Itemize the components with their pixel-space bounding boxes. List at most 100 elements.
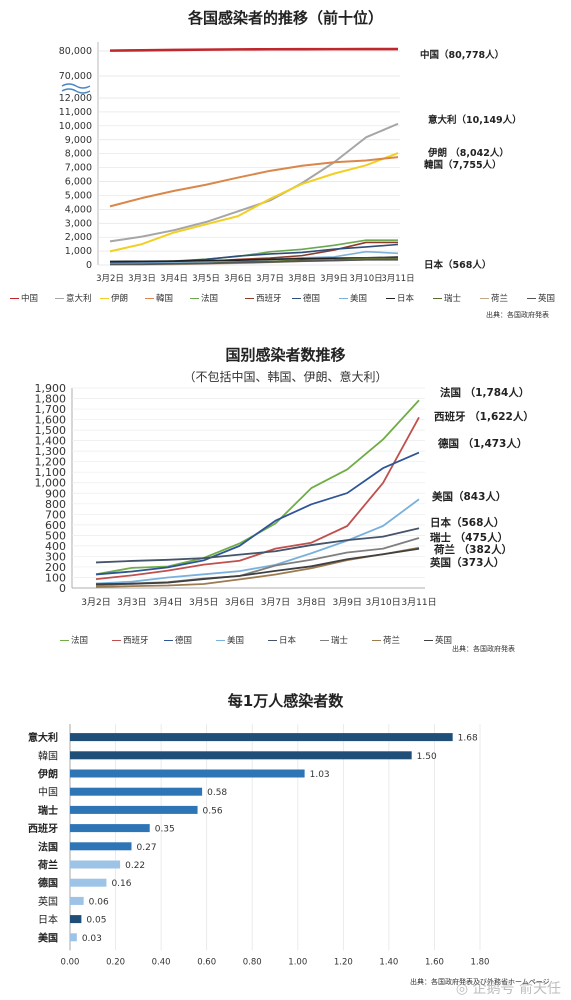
chart1-legend-item: 瑞士 (433, 292, 461, 304)
chart2-y-tick-label: 1,200 (35, 456, 67, 469)
chart2-legend-item: 荷兰 (372, 634, 400, 646)
chart1-legend-item: 德国 (292, 292, 320, 304)
chart2-x-tick-label: 3月9日 (332, 597, 361, 608)
chart3-x-tick-label: 0.80 (243, 957, 262, 967)
chart2-x-tick-label: 3月6日 (225, 597, 254, 608)
chart2-y-tick-label: 1,800 (35, 393, 67, 406)
chart2-title: 国别感染者数推移 (225, 346, 346, 364)
chart3-bar (70, 733, 453, 742)
chart3-x-tick-label: 0.20 (106, 957, 125, 967)
chart2-end-label: 德国 （1,473人） (437, 437, 527, 450)
chart1-series-line-s3 (109, 156, 399, 208)
chart1-end-label: 意大利（10,149人） (428, 114, 522, 126)
chart1-legend-item: 意大利 (55, 292, 92, 304)
chart1-axis-break-mark (61, 83, 91, 94)
chart3-value-label: 0.27 (137, 843, 157, 853)
chart2-y-tick-label: 300 (45, 550, 66, 563)
chart1-legend-item: 美国 (339, 292, 367, 304)
chart2-y-tick-label: 700 (45, 508, 66, 521)
chart1-y-tick-label: 2,000 (65, 232, 92, 243)
chart2-end-label: 美国（843人） (432, 490, 506, 503)
chart2-legend: 法国 西班牙 德国 美国 日本 瑞士 荷兰 英国 (60, 634, 540, 648)
chart2-y-tick-label: 0 (59, 582, 66, 595)
chart1-y-tick-label: 8,000 (65, 149, 92, 160)
chart2-x-tick-label: 3月5日 (189, 597, 218, 608)
chart2-legend-item: 日本 (268, 634, 296, 646)
chart1-source: 出典：各国政府発表 (486, 311, 549, 319)
chart3-value-label: 0.16 (111, 879, 131, 889)
chart1-x-tick-label: 3月11日 (381, 274, 414, 284)
chart3-category-label: 意大利 (28, 731, 58, 744)
chart1-y-tick-label: 7,000 (65, 163, 92, 174)
chart2-source: 出典：各国政府発表 (452, 645, 515, 653)
chart2-legend-item: 西班牙 (112, 634, 149, 646)
chart1-x-tick-label: 3月10日 (349, 274, 382, 284)
chart1-legend: 中国 意大利 伊朗 韓国 法国 西班牙 德国 美国 日本 瑞士 荷兰 英国 (10, 292, 570, 306)
chart1-title: 各国感染者的推移（前十位） (187, 9, 383, 27)
chart1-y-tick-label: 70,000 (59, 71, 92, 82)
chart3-category-label: 西班牙 (28, 822, 58, 835)
chart3-value-label: 0.35 (155, 825, 175, 835)
chart3-bar (70, 805, 198, 814)
chart2-end-label: 西班牙 （1,622人） (434, 410, 534, 423)
chart1-y-tick-label: 5,000 (65, 190, 92, 201)
chart1-legend-item: 法国 (190, 292, 218, 304)
chart1-panel: 各国感染者的推移（前十位） 0 1,000 2,000 3,000 4,000 5,000… (0, 0, 571, 330)
chart2-end-label: 瑞士 （475人） (430, 531, 508, 544)
chart3-svg: 0.00 0.20 0.40 0.60 0.80 1.00 1.20 1.40 1.60 1.80… (28, 724, 489, 967)
chart2-series-line-s0 (95, 399, 420, 576)
chart2-y-tick-label: 1,700 (35, 403, 67, 416)
chart1-x-tick-label: 3月5日 (192, 274, 220, 284)
chart1-series-line-s2 (109, 152, 399, 253)
chart1-series-line-s1 (109, 122, 399, 243)
chart3-x-tick-label: 1.20 (334, 957, 353, 967)
chart1-x-tick-label: 3月8日 (288, 274, 316, 284)
chart2-y-tick-label: 800 (45, 498, 66, 511)
chart2-x-tick-label: 3月10日 (366, 597, 401, 608)
chart1-y-tick-label: 12,000 (59, 93, 92, 104)
chart1-y-tick-label: 6,000 (65, 177, 92, 188)
chart2-x-tick-label: 3月2日 (81, 597, 110, 608)
chart1-legend-item: 英国 (527, 292, 555, 304)
chart2-y-tick-label: 100 (45, 571, 66, 584)
chart2-x-tick-label: 3月4日 (153, 597, 182, 608)
chart1-legend-item: 中国 (10, 292, 38, 304)
chart3-category-label: 德国 (37, 877, 58, 890)
chart1-series-line-s8 (109, 256, 399, 263)
chart2-y-tick-label: 1,300 (35, 445, 67, 458)
chart3-value-label: 1.68 (458, 734, 478, 744)
chart2-y-tick-label: 1,000 (35, 477, 67, 490)
chart3-value-label: 1.50 (417, 752, 437, 762)
chart3-bar (70, 787, 203, 796)
chart1-x-tick-label: 3月2日 (96, 274, 124, 284)
chart1-end-label: 韓国（7,755人） (424, 159, 502, 171)
chart3-bar (70, 751, 412, 760)
chart3-bar (70, 824, 150, 833)
chart3-category-label: 英国 (38, 895, 58, 908)
chart3-panel: 每1万人感染者数 0.00 0.20 0.40 0.60 0.80 1.00 1.20 1.4… (0, 660, 571, 1000)
chart2-y-tick-label: 200 (45, 561, 66, 574)
chart3-category-label: 中国 (38, 786, 58, 799)
chart3-bar (70, 842, 132, 851)
chart2-panel: 国别感染者数推移 （不包括中国、韩国、伊朗、意大利） 0 100 200 300 400… (0, 330, 571, 660)
chart2-legend-item: 法国 (60, 634, 88, 646)
chart1-y-tick-label: 1,000 (65, 246, 92, 257)
chart1-series-line-s11 (109, 259, 398, 266)
chart3-x-tick-label: 1.60 (425, 957, 444, 967)
chart1-legend-item: 日本 (386, 292, 414, 304)
chart2-y-tick-label: 500 (45, 529, 66, 542)
chart2-legend-item: 德国 (164, 634, 192, 646)
chart1-x-tick-label: 3月3日 (128, 274, 156, 284)
chart2-series-line-s3 (95, 498, 420, 585)
chart3-value-label: 0.22 (125, 861, 145, 871)
chart2-end-label: 荷兰 （382人） (433, 543, 512, 556)
chart3-value-label: 0.58 (207, 788, 227, 798)
chart3-value-label: 1.03 (310, 770, 330, 780)
chart1-y-tick-label: 0 (86, 260, 92, 271)
chart1-y-tick-label: 9,000 (65, 135, 92, 146)
chart1-x-tick-label: 3月9日 (320, 274, 348, 284)
chart3-x-tick-label: 0.40 (152, 957, 171, 967)
chart1-y-tick-label: 10,000 (59, 121, 92, 132)
chart1-y-tick-label: 3,000 (65, 218, 92, 229)
chart2-y-tick-label: 1,400 (35, 435, 67, 448)
